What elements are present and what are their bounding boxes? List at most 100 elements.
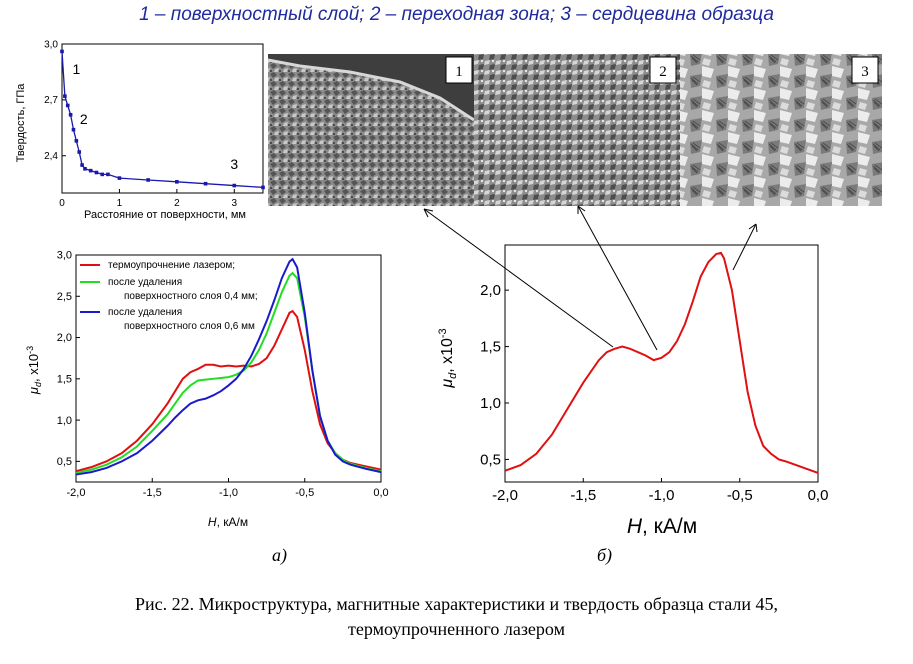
- micrograph-label-2: 2: [659, 64, 667, 80]
- chart-a-series-3: [75, 257, 382, 476]
- chart-b-plot-frame: [504, 244, 819, 483]
- y-tick-label: 2,7: [44, 95, 58, 106]
- legend-label-3: поверхностного слоя 0,6 мм: [124, 321, 255, 332]
- hardness-x-axis-label: Расстояние от поверхности, мм: [84, 209, 246, 221]
- hardness-point: [94, 170, 99, 175]
- arrow-to-micrograph-3: [732, 223, 757, 271]
- chart-a-series-2: [75, 271, 382, 474]
- hardness-point: [203, 181, 208, 186]
- hardness-annotation: 1: [72, 61, 80, 77]
- permeability-chart-b: -2,0 -1,5 -1,0 -0,5 0,00,51,01,52,0 H, кА/м …: [437, 244, 828, 538]
- hardness-point: [261, 185, 265, 190]
- hardness-point: [80, 163, 84, 167]
- micrograph-1-surface-layer: [268, 54, 474, 120]
- hardness-point: [71, 127, 76, 132]
- chart-a-x-axis-label: H, кА/м: [208, 515, 248, 529]
- hardness-point: [60, 49, 64, 54]
- y-tick-label: 2,0: [480, 282, 501, 299]
- hardness-point: [74, 139, 79, 143]
- micrographs: 1 2 3: [267, 54, 882, 206]
- y-tick-label: 2,5: [57, 291, 72, 303]
- panel-label-a: а): [272, 545, 287, 565]
- chart-b-y-axis-label: μd, x10-3: [437, 328, 459, 388]
- y-tick-label: 1,5: [57, 373, 72, 385]
- x-tick-label: -0,5: [727, 487, 753, 504]
- hardness-chart: 0 1 2 3 2,4 2,7 3,0 1 2 3 Расстояние от поверхно…: [15, 39, 265, 221]
- arrow-to-micrograph-2: [577, 205, 658, 351]
- y-tick-label: 3,0: [57, 250, 72, 262]
- legend-label-2: поверхностного слоя 0,4 мм;: [124, 291, 258, 302]
- hardness-point: [100, 172, 104, 177]
- figure-caption: Рис. 22. Микроструктура, магнитные харак…: [0, 592, 913, 642]
- chart-b-series-1: [504, 251, 819, 474]
- x-tick-label: -1,5: [570, 487, 596, 504]
- x-tick-label: 1: [117, 198, 123, 209]
- micrograph-label-box-2: [649, 56, 677, 84]
- x-tick-label: 0,0: [808, 487, 829, 504]
- y-tick-label: 1,0: [57, 415, 72, 427]
- hardness-y-axis-label: Твердость, ГПа: [15, 83, 27, 163]
- x-tick-label: -1,5: [143, 487, 162, 499]
- hardness-point: [88, 168, 93, 173]
- x-tick-label: 3: [232, 198, 238, 209]
- hardness-point: [83, 166, 87, 171]
- y-tick-label: 2,4: [44, 151, 58, 162]
- chart-a-legend: термоупрочнение лазером; после удаления по…: [80, 260, 258, 332]
- arrow-to-micrograph-1: [423, 208, 614, 348]
- y-tick-label: 2,0: [57, 332, 72, 344]
- x-tick-label: -1,0: [219, 487, 238, 499]
- chart-a-plot-frame: [75, 254, 382, 483]
- x-tick-label: 0: [59, 198, 65, 209]
- hardness-point: [106, 172, 110, 177]
- legend-label-1: термоупрочнение лазером;: [108, 260, 235, 271]
- micrograph-1-boundary: [267, 58, 475, 122]
- y-tick-label: 0,5: [57, 456, 72, 468]
- x-tick-label: -1,0: [649, 487, 675, 504]
- legend-label-2: после удаления: [108, 277, 182, 288]
- hardness-annotation: 2: [80, 111, 88, 127]
- chart-a-ticks: -2,0 -1,5 -1,0 -0,5 0,0 0,5 1,0 1,5 2,0 2,5 3,0: [57, 250, 389, 499]
- y-tick-label: 1,0: [480, 395, 501, 412]
- micrograph-label-box-1: [445, 56, 473, 84]
- y-tick-label: 0,5: [480, 451, 501, 468]
- permeability-chart-a: -2,0 -1,5 -1,0 -0,5 0,0 0,5 1,0 1,5 2,0 2,5 3,0 те…: [25, 250, 389, 529]
- hardness-point: [65, 103, 70, 108]
- hardness-point: [146, 178, 150, 182]
- chart-b-ticks: -2,0 -1,5 -1,0 -0,5 0,0 0,5 1,0 1,5 2,0: [480, 282, 828, 504]
- hardness-point: [117, 176, 122, 180]
- figure-heading: 1 – поверхностный слой; 2 – переходная з…: [139, 4, 774, 25]
- caption-line-2: термоупрочненного лазером: [348, 619, 565, 639]
- chart-b-x-axis-label: H, кА/м: [627, 515, 697, 538]
- micrograph-label-box-3: [851, 56, 879, 84]
- micrograph-label-1: 1: [455, 64, 463, 80]
- chart-b-series: [504, 251, 819, 474]
- hardness-point: [77, 150, 82, 154]
- chart-a-series-1: [75, 309, 382, 473]
- hardness-plot-frame: [61, 43, 264, 194]
- hardness-annotation: 3: [230, 156, 238, 172]
- hardness-points: [60, 49, 265, 190]
- legend-label-3: после удаления: [108, 307, 182, 318]
- y-tick-label: 1,5: [480, 339, 501, 356]
- x-tick-label: -2,0: [67, 487, 86, 499]
- x-tick-label: -0,5: [295, 487, 314, 499]
- hardness-annotations: 1 2 3: [72, 61, 238, 172]
- x-tick-label: 2: [174, 198, 180, 209]
- panel-label-b: б): [597, 545, 613, 565]
- chart-a-series: [75, 257, 382, 476]
- x-tick-label: -2,0: [492, 487, 518, 504]
- chart-a-y-axis-label: μd, x10-3: [25, 346, 43, 395]
- caption-line-1: Рис. 22. Микроструктура, магнитные харак…: [134, 594, 779, 614]
- hardness-point: [175, 180, 179, 184]
- micrograph-2: [474, 54, 680, 206]
- micrograph-3: [680, 54, 882, 206]
- hardness-ticks: 0 1 2 3 2,4 2,7 3,0: [44, 39, 237, 209]
- pointer-arrows: [423, 205, 758, 351]
- hardness-point: [63, 94, 67, 98]
- hardness-point: [232, 183, 237, 188]
- y-tick-label: 3,0: [44, 39, 58, 50]
- micrograph-label-3: 3: [861, 64, 869, 80]
- hardness-point: [68, 112, 73, 117]
- x-tick-label: 0,0: [373, 487, 388, 499]
